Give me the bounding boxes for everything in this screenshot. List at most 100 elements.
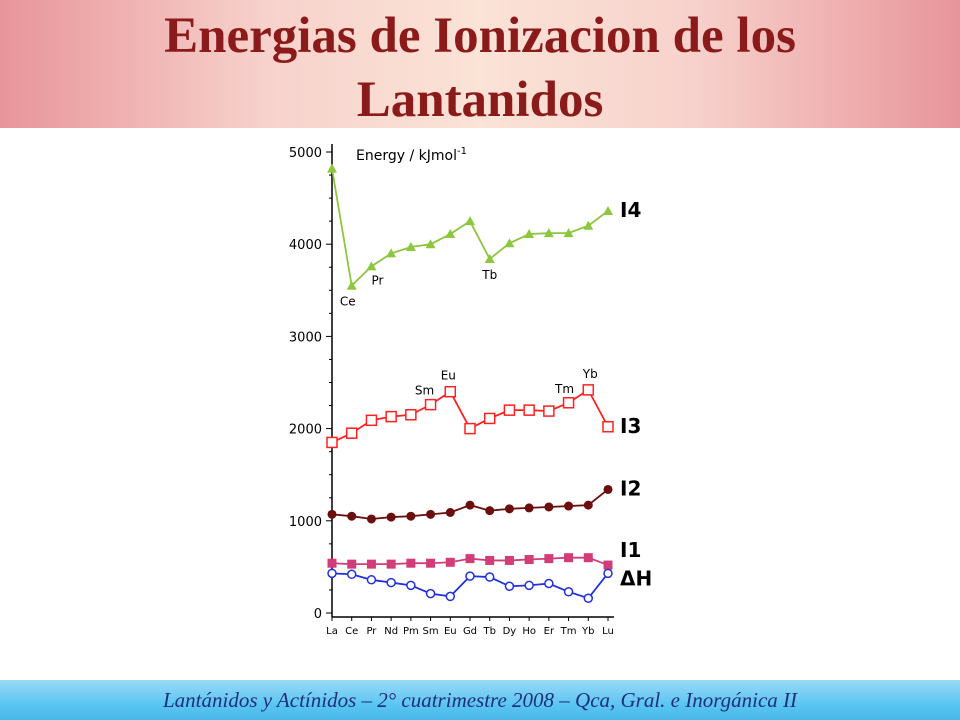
data-point [366, 559, 376, 569]
series-end-label: ΔH [620, 566, 652, 590]
data-point [327, 568, 337, 579]
point-annotation: Eu [441, 369, 456, 383]
x-tick-label: Pr [366, 626, 377, 637]
y-tick-label: 4000 [289, 238, 322, 253]
data-point [345, 427, 358, 439]
data-point [366, 514, 376, 524]
data-point [405, 241, 416, 251]
series-end-label: I1 [620, 538, 641, 562]
x-tick-label: Dy [503, 626, 517, 637]
data-point [503, 404, 516, 416]
data-point [366, 261, 377, 271]
data-point [544, 502, 554, 512]
data-point [327, 509, 337, 519]
x-tick-label: Ho [522, 626, 536, 637]
data-point [425, 239, 436, 249]
x-tick-label: Lu [602, 626, 614, 637]
data-point [346, 280, 357, 290]
data-point [406, 558, 416, 568]
data-point [543, 228, 554, 238]
data-point [426, 558, 436, 568]
data-point [385, 410, 397, 423]
footer-text: Lantánidos y Actínidos – 2° cuatrimestre… [162, 688, 798, 712]
data-point [464, 422, 476, 435]
data-point [564, 501, 574, 511]
x-tick-label: La [326, 626, 338, 637]
x-tick-label: Yb [581, 626, 594, 637]
slide-title: Energias de Ionizacion de los Lantanidos [0, 4, 960, 132]
slide-title-line1: Energias de Ionizacion de los [164, 8, 796, 64]
y-tick-label: 1000 [289, 515, 322, 530]
data-point [386, 512, 396, 522]
data-point [465, 500, 475, 510]
data-point [583, 593, 594, 603]
data-point [563, 587, 574, 597]
data-point [524, 555, 534, 565]
data-point [326, 436, 338, 449]
data-point [504, 238, 515, 248]
data-point [424, 398, 437, 411]
data-point [543, 405, 555, 417]
data-point [405, 409, 417, 421]
point-annotation: Ce [340, 295, 356, 309]
data-point [544, 578, 554, 589]
data-point [603, 560, 613, 570]
x-tick-label: Eu [444, 626, 457, 637]
y-tick-label: 5000 [289, 146, 322, 161]
x-tick-label: Nd [384, 626, 398, 637]
data-point [465, 216, 475, 226]
data-point [504, 504, 514, 514]
data-point [524, 229, 535, 239]
y-tick-label: 0 [314, 607, 322, 622]
y-axis-label: Energy / kJmol-1 [356, 146, 467, 164]
x-tick-label: Sm [423, 626, 439, 637]
data-point [365, 414, 378, 427]
point-annotation: Sm [415, 384, 434, 398]
data-point [544, 554, 554, 564]
data-point [603, 206, 613, 216]
point-annotation: Tb [481, 268, 497, 282]
title-band [0, 0, 960, 128]
x-tick-label: Gd [463, 626, 477, 637]
data-point [347, 511, 357, 521]
data-point [485, 555, 495, 565]
data-point [523, 404, 535, 416]
data-point [426, 509, 436, 519]
data-point [603, 568, 613, 579]
data-point [444, 385, 457, 398]
data-point [603, 484, 613, 494]
data-point [386, 559, 396, 569]
y-tick-label: 3000 [289, 330, 322, 345]
data-point [406, 580, 416, 591]
x-tick-label: Ce [345, 626, 358, 637]
data-point [347, 559, 357, 569]
data-point [445, 557, 455, 567]
series-end-label: I3 [620, 414, 641, 438]
data-point [445, 508, 455, 518]
data-point [346, 569, 357, 580]
data-point [465, 571, 475, 581]
data-point [582, 384, 595, 396]
footer-band [0, 680, 960, 720]
x-tick-label: Er [544, 626, 555, 637]
data-point [524, 503, 534, 513]
series-end-label: I4 [620, 198, 641, 222]
y-axis-label-main: Energy / kJmol [356, 148, 457, 164]
data-point [445, 591, 456, 602]
data-point [504, 581, 515, 592]
data-point [445, 229, 456, 239]
data-point [583, 553, 593, 563]
data-point [485, 506, 495, 516]
data-point [386, 248, 397, 258]
point-annotation: Tm [554, 382, 574, 396]
slide-title-line2: Lantanidos [356, 72, 604, 128]
data-point [484, 253, 495, 263]
data-point [484, 572, 495, 582]
data-point [563, 228, 574, 238]
data-point [465, 554, 475, 564]
point-annotation: Pr [371, 273, 383, 287]
data-point [583, 500, 593, 510]
ionization-energy-chart: 0 1000 2000 3000 4000 5000 La Ce Pr Nd Pm Sm Eu Gd Tb D… [289, 144, 652, 637]
x-tick-label: Pm [403, 626, 419, 637]
y-axis-label-superscript: -1 [457, 146, 467, 157]
